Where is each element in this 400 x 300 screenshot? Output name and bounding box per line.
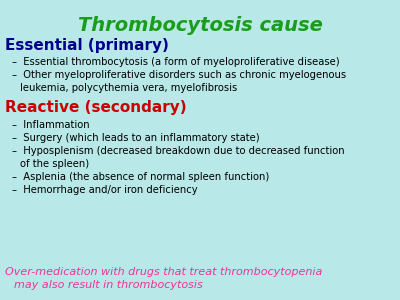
Text: leukemia, polycythemia vera, myelofibrosis: leukemia, polycythemia vera, myelofibros… (20, 83, 237, 93)
Text: of the spleen): of the spleen) (20, 159, 89, 169)
Text: Reactive (secondary): Reactive (secondary) (5, 100, 187, 115)
Text: Over-medication with drugs that treat thrombocytopenia: Over-medication with drugs that treat th… (5, 267, 322, 277)
Text: –  Inflammation: – Inflammation (12, 120, 90, 130)
Text: may also result in thrombocytosis: may also result in thrombocytosis (14, 280, 203, 290)
Text: –  Other myeloproliferative disorders such as chronic myelogenous: – Other myeloproliferative disorders suc… (12, 70, 346, 80)
Text: Thrombocytosis cause: Thrombocytosis cause (78, 16, 322, 35)
Text: Essential (primary): Essential (primary) (5, 38, 169, 53)
Text: –  Surgery (which leads to an inflammatory state): – Surgery (which leads to an inflammator… (12, 133, 260, 143)
Text: –  Hemorrhage and/or iron deficiency: – Hemorrhage and/or iron deficiency (12, 185, 198, 195)
Text: –  Hyposplenism (decreased breakdown due to decreased function: – Hyposplenism (decreased breakdown due … (12, 146, 345, 156)
Text: –  Essential thrombocytosis (a form of myeloproliferative disease): – Essential thrombocytosis (a form of my… (12, 57, 340, 67)
Text: –  Asplenia (the absence of normal spleen function): – Asplenia (the absence of normal spleen… (12, 172, 269, 182)
